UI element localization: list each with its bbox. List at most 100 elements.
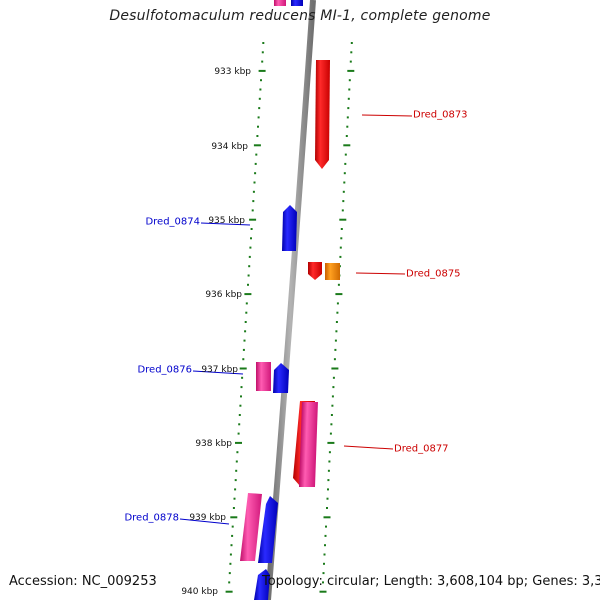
gene-features (240, 0, 340, 600)
track-tick (327, 488, 329, 491)
track-tick (347, 107, 350, 110)
gene-feature-orange[interactable] (325, 263, 340, 280)
track-tick (327, 441, 335, 444)
track-tick (326, 497, 329, 500)
track-tick (319, 590, 327, 593)
track-tick (327, 469, 330, 472)
track-tick (230, 544, 233, 547)
track-tick (237, 432, 240, 435)
gene-feature[interactable] (274, 0, 286, 6)
track-tick (323, 562, 325, 565)
gene-feature-blue[interactable] (258, 496, 278, 563)
tick-label: 938 kbp (195, 439, 232, 449)
track-tick (245, 311, 248, 314)
track-tick (324, 534, 327, 537)
gene-label-dred-0873[interactable]: Dred_0873 (413, 109, 468, 121)
track-tick (239, 404, 242, 407)
track-tick (234, 479, 237, 482)
track-tick (336, 302, 339, 305)
gene-feature-dred-0873[interactable] (315, 60, 330, 169)
leader-line (192, 370, 244, 375)
track-tick (330, 423, 333, 426)
gene-feature-dred-0878[interactable] (240, 493, 262, 561)
track-tick (254, 172, 257, 175)
track-tick (325, 525, 327, 528)
track-tick (234, 488, 237, 491)
track-tick (337, 283, 340, 286)
track-tick (253, 181, 256, 184)
track-tick (339, 255, 342, 258)
track-tick (258, 107, 261, 110)
track-tick (244, 293, 252, 296)
gene-label-dred-0878[interactable]: Dred_0878 (124, 512, 179, 524)
leader-line (343, 445, 394, 450)
track-tick (350, 42, 353, 44)
gene-label-dred-0874[interactable]: Dred_0874 (145, 216, 200, 228)
gene-label-dred-0876[interactable]: Dred_0876 (137, 364, 192, 376)
track-tick (343, 172, 346, 175)
track-tick (242, 348, 245, 351)
track-tick (323, 516, 331, 519)
track-tick (261, 60, 264, 63)
track-tick (252, 190, 255, 193)
track-tick (229, 553, 232, 556)
track-tick (240, 386, 243, 389)
leader-line (179, 518, 230, 525)
leader-line (200, 222, 251, 226)
gene-label-dred-0875[interactable]: Dred_0875 (406, 268, 461, 280)
track-tick (253, 144, 261, 147)
track-tick (329, 432, 332, 435)
track-tick (249, 218, 257, 221)
track-tick (230, 516, 238, 519)
track-tick (248, 265, 251, 268)
track-tick (346, 116, 349, 119)
gene-feature[interactable] (291, 0, 303, 6)
track-tick (323, 553, 326, 556)
track-tick (345, 135, 348, 137)
track-tick (347, 69, 355, 72)
track-tick (330, 414, 333, 416)
track-tick (332, 386, 335, 389)
track-tick (342, 200, 345, 203)
track-tick (251, 209, 254, 212)
track-tick (254, 162, 257, 165)
track-tick (348, 79, 351, 82)
track-tick (349, 60, 352, 63)
track-tick (350, 51, 353, 54)
track-tick (258, 69, 266, 72)
label-leader-lines (179, 114, 413, 525)
gene-feature-dred-0875[interactable] (308, 262, 322, 280)
track-tick (228, 581, 231, 584)
accession-text: Accession: NC_009253 (9, 574, 157, 589)
track-tick (228, 572, 231, 575)
track-tick (240, 395, 242, 398)
track-tick (243, 339, 246, 342)
tick-label: 936 kbp (205, 290, 242, 300)
gene-feature-dred-0876[interactable] (256, 362, 271, 391)
topology-text: Topology: circular; Length: 3,608,104 bp… (262, 574, 600, 589)
track-tick (328, 451, 331, 454)
track-tick (344, 153, 347, 156)
track-tick (339, 246, 342, 249)
track-tick (331, 367, 339, 370)
track-tick (342, 190, 345, 193)
track-tick (341, 209, 344, 212)
track-tick (255, 153, 258, 156)
track-tick (235, 441, 242, 444)
track-tick (249, 246, 252, 249)
track-tick (245, 302, 248, 305)
track-tick (348, 88, 351, 91)
gene-feature-dred-0874[interactable] (282, 205, 297, 251)
gene-feature-blue[interactable] (273, 363, 289, 393)
gene-feature-pink[interactable] (298, 402, 318, 487)
track-tick (322, 572, 325, 575)
gene-label-dred-0877[interactable]: Dred_0877 (394, 443, 449, 455)
track-tick (335, 330, 338, 333)
tick-label: 937 kbp (201, 365, 238, 375)
gene-feature[interactable] (254, 569, 270, 600)
track-tick (247, 283, 249, 286)
track-tick (258, 97, 261, 100)
track-tick (233, 497, 236, 500)
